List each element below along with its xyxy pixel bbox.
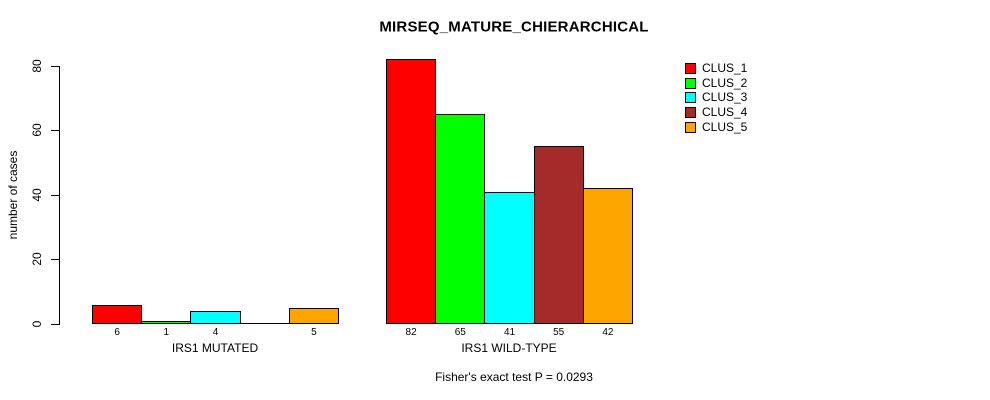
legend-swatch xyxy=(685,107,696,119)
bar xyxy=(582,188,633,324)
bar-value-label: 65 xyxy=(454,327,466,338)
bar-value-label: 5 xyxy=(311,327,317,338)
bar-value-label: 4 xyxy=(212,327,219,338)
y-axis-line xyxy=(59,65,60,325)
bar xyxy=(288,307,339,324)
y-tick xyxy=(51,130,59,132)
legend-label: CLUS_4 xyxy=(702,105,748,120)
y-tick-label: 60 xyxy=(30,123,44,137)
legend-item: CLUS_1 xyxy=(685,61,747,76)
category-label: IRS1 WILD-TYPE xyxy=(461,341,557,355)
chart-title: MIRSEQ_MATURE_CHIERARCHICAL xyxy=(379,18,649,36)
bar xyxy=(92,304,143,324)
bar xyxy=(386,59,437,324)
legend: CLUS_1 CLUS_2 CLUS_3 CLUS_4 CLUS_5 xyxy=(685,61,747,135)
bar xyxy=(190,311,241,324)
y-tick-label: 0 xyxy=(30,320,44,328)
legend-item: CLUS_3 xyxy=(685,91,747,106)
bar xyxy=(533,146,584,324)
bar xyxy=(435,114,486,324)
bar-value-label: 6 xyxy=(114,327,120,338)
y-tick-label: 40 xyxy=(30,188,44,202)
bar-value-label: 42 xyxy=(602,327,614,338)
y-tick-label: 80 xyxy=(30,58,44,73)
bar xyxy=(484,191,535,324)
bar-value-label: 82 xyxy=(405,327,417,338)
legend-item: CLUS_4 xyxy=(685,105,747,120)
legend-swatch xyxy=(685,62,696,74)
legend-swatch xyxy=(685,77,696,89)
y-tick xyxy=(51,324,59,325)
legend-item: CLUS_5 xyxy=(685,120,747,135)
category-label: IRS1 MUTATED xyxy=(171,341,259,355)
annotation-fisher-test: Fisher's exact test P = 0.0293 xyxy=(435,370,593,384)
legend-label: CLUS_3 xyxy=(702,90,748,105)
legend-swatch xyxy=(685,121,696,133)
legend-swatch xyxy=(685,92,696,104)
legend-item: CLUS_2 xyxy=(685,76,747,91)
bar-value-label: 1 xyxy=(163,327,170,338)
bar-value-label: 55 xyxy=(553,327,565,338)
legend-label: CLUS_1 xyxy=(702,60,748,75)
y-tick xyxy=(51,194,59,196)
y-tick xyxy=(51,259,59,261)
bar-value-label: 41 xyxy=(503,327,516,338)
zero-bar-line xyxy=(239,323,290,324)
legend-label: CLUS_5 xyxy=(702,119,748,134)
bar xyxy=(141,320,192,324)
y-tick xyxy=(51,65,59,67)
y-tick-label: 20 xyxy=(30,252,44,267)
legend-label: CLUS_2 xyxy=(702,75,748,90)
